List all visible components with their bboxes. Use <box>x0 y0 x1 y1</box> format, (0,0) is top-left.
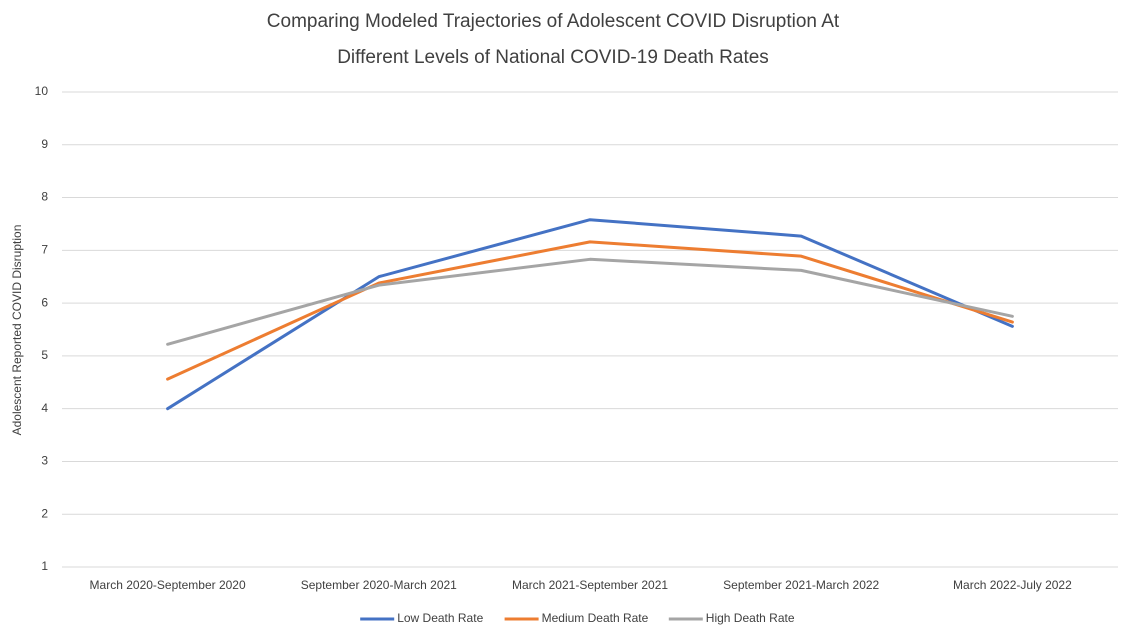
x-tick-label: March 2022-July 2022 <box>953 578 1072 592</box>
y-tick-label: 3 <box>41 454 48 468</box>
legend-label: Medium Death Rate <box>542 611 649 625</box>
series-line <box>166 240 1014 381</box>
legend-label: High Death Rate <box>706 611 795 625</box>
y-tick-label: 6 <box>41 295 48 309</box>
y-axis-label: Adolescent Reported COVID Disruption <box>10 225 24 436</box>
series-line <box>166 257 1014 346</box>
chart-title: Comparing Modeled Trajectories of Adoles… <box>267 11 840 32</box>
x-tick-label: September 2020-March 2021 <box>301 578 457 592</box>
legend-label: Low Death Rate <box>397 611 483 625</box>
chart-title: Different Levels of National COVID-19 De… <box>337 47 769 68</box>
series-line <box>166 218 1014 411</box>
x-tick-label: March 2021-September 2021 <box>512 578 668 592</box>
y-tick-label: 5 <box>41 348 48 362</box>
y-tick-label: 10 <box>35 84 49 98</box>
y-tick-label: 7 <box>41 243 48 257</box>
y-tick-label: 2 <box>41 506 48 520</box>
y-tick-label: 4 <box>41 401 48 415</box>
y-tick-label: 1 <box>41 559 48 573</box>
y-tick-label: 8 <box>41 190 48 204</box>
x-tick-label: September 2021-March 2022 <box>723 578 879 592</box>
x-tick-label: March 2020-September 2020 <box>90 578 246 592</box>
y-tick-label: 9 <box>41 137 48 151</box>
